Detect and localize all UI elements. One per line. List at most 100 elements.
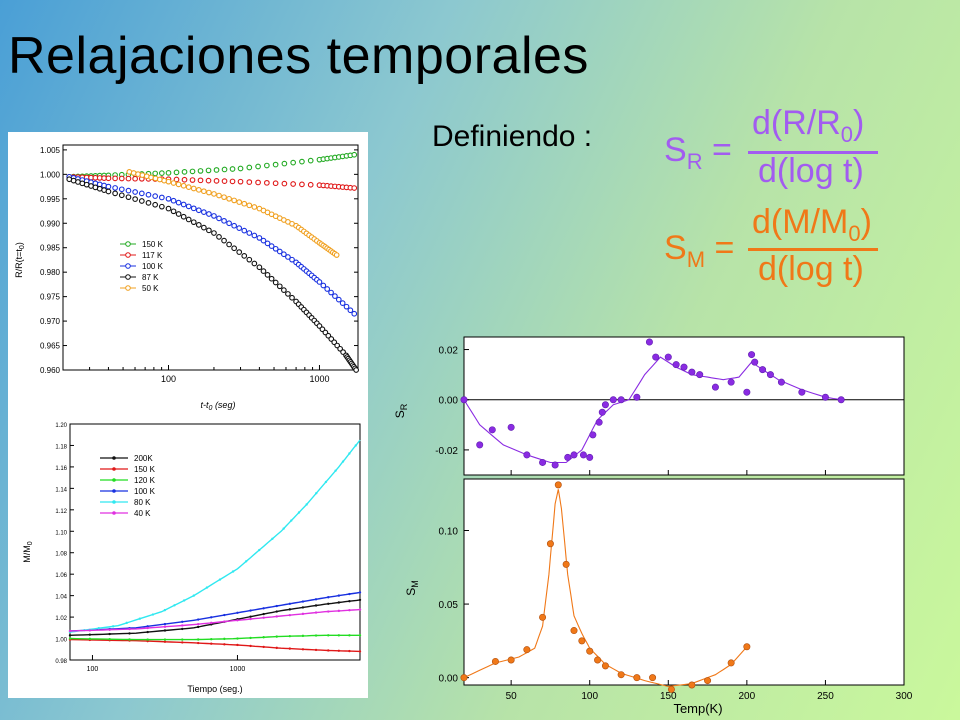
m-series-point-2 — [337, 634, 341, 637]
sr-point — [595, 418, 603, 426]
r-point-1 — [237, 178, 244, 185]
r-ytick-label: 0.980 — [40, 268, 61, 277]
m-series-point-5 — [146, 626, 149, 630]
r-point-2 — [276, 248, 283, 255]
r-point-2 — [125, 187, 132, 194]
r-point-2 — [343, 303, 350, 310]
r-point-4 — [211, 191, 217, 197]
m-series-point-1 — [314, 648, 318, 652]
m-ytick-label: 1.04 — [55, 595, 67, 601]
m-legend-marker — [112, 500, 116, 504]
sr-point — [488, 426, 496, 434]
r-point-3 — [281, 287, 287, 293]
sm-panel — [463, 478, 905, 686]
r-point-3 — [152, 201, 159, 208]
m-series-point-1 — [301, 648, 305, 651]
sm-point — [578, 637, 586, 645]
r-legend-label: 87 K — [142, 273, 159, 282]
r-point-0 — [237, 165, 244, 172]
r-point-2 — [190, 205, 197, 212]
m-series-point-4 — [244, 560, 248, 563]
m-series-point-5 — [210, 621, 213, 625]
r-point-1 — [263, 179, 270, 186]
sm-ytick-label: 0.05 — [439, 600, 459, 611]
r-ytick-label: 1.000 — [40, 170, 61, 179]
r-point-0 — [272, 161, 279, 168]
definiendo-label: Definiendo : — [432, 120, 593, 153]
r-point-0 — [229, 166, 236, 172]
m-series-point-1 — [275, 646, 278, 650]
sr-point — [821, 393, 829, 401]
m-series-point-1 — [223, 643, 226, 646]
sm-point — [507, 656, 515, 664]
m-series-point-1 — [337, 649, 341, 652]
temp-xlabel: Temp(K) — [673, 701, 722, 716]
m-series-point-0 — [181, 627, 184, 631]
r-point-1 — [189, 177, 196, 183]
m-series-point-2 — [288, 634, 292, 638]
slide-title: Relajaciones temporales — [8, 27, 589, 85]
m-series-point-4 — [324, 480, 328, 484]
m-ytick-label: 1.18 — [55, 444, 67, 450]
r-legend-label: 50 K — [142, 284, 159, 293]
r-point-1 — [290, 181, 297, 187]
m-legend-marker — [112, 456, 116, 460]
sr-point — [759, 366, 767, 374]
r-point-4 — [206, 189, 212, 196]
m-series-point-2 — [146, 638, 149, 641]
r-point-1 — [299, 181, 305, 188]
r-point-4 — [241, 200, 248, 207]
sm-symbol: SM = — [664, 229, 735, 272]
m-series-point-3 — [210, 616, 213, 619]
r-point-3 — [190, 219, 197, 226]
m-series-point-5 — [128, 627, 131, 631]
m-legend-marker — [112, 489, 116, 493]
r-point-2 — [264, 240, 271, 247]
r-point-2 — [351, 310, 358, 317]
m-series-point-2 — [249, 636, 252, 640]
r-point-3 — [195, 222, 202, 228]
m-series-point-0 — [88, 633, 92, 636]
sr-point — [551, 461, 559, 469]
m-ytick-label: 1.08 — [55, 552, 67, 558]
sr-point — [598, 408, 606, 416]
m-series-point-4 — [334, 469, 337, 472]
m-series-point-5 — [288, 613, 292, 617]
m-series-point-3 — [275, 604, 278, 608]
r-point-0 — [181, 169, 188, 175]
r-ytick-label: 0.985 — [40, 244, 61, 253]
sr-point — [570, 451, 578, 459]
r-point-1 — [205, 177, 212, 184]
r-point-4 — [226, 195, 232, 202]
m-series-point-1 — [358, 650, 362, 653]
m-series-point-1 — [163, 640, 167, 643]
r-ytick-label: 0.975 — [40, 293, 61, 302]
r-point-3 — [272, 279, 279, 286]
r-point-1 — [281, 180, 288, 187]
m-series-point-5 — [337, 609, 341, 613]
sr-point — [586, 453, 594, 461]
m-series-point-0 — [249, 615, 252, 618]
m-series-point-1 — [262, 645, 265, 649]
m-series-point-2 — [68, 637, 72, 640]
r-point-0 — [246, 164, 253, 171]
m-ytick-label: 1.12 — [55, 509, 67, 515]
r-point-2 — [251, 232, 258, 239]
r-point-3 — [236, 249, 243, 255]
sm-point — [523, 646, 531, 654]
r-point-0 — [152, 170, 159, 177]
r-point-3 — [251, 260, 258, 267]
sm-fit-line — [463, 489, 748, 688]
m-series-point-3 — [163, 622, 167, 626]
sr-point — [609, 396, 617, 404]
r-point-2 — [335, 296, 342, 303]
r-point-2 — [281, 251, 287, 258]
m-series-point-4 — [111, 625, 115, 628]
sm-ytick-label: 0.10 — [439, 527, 459, 538]
r-ytick-label: 0.970 — [40, 317, 61, 326]
r-point-3 — [185, 216, 192, 223]
r-point-3 — [158, 203, 165, 210]
m-legend-label: 200K — [134, 454, 153, 463]
r-point-4 — [170, 180, 177, 186]
r-point-0 — [299, 158, 305, 165]
